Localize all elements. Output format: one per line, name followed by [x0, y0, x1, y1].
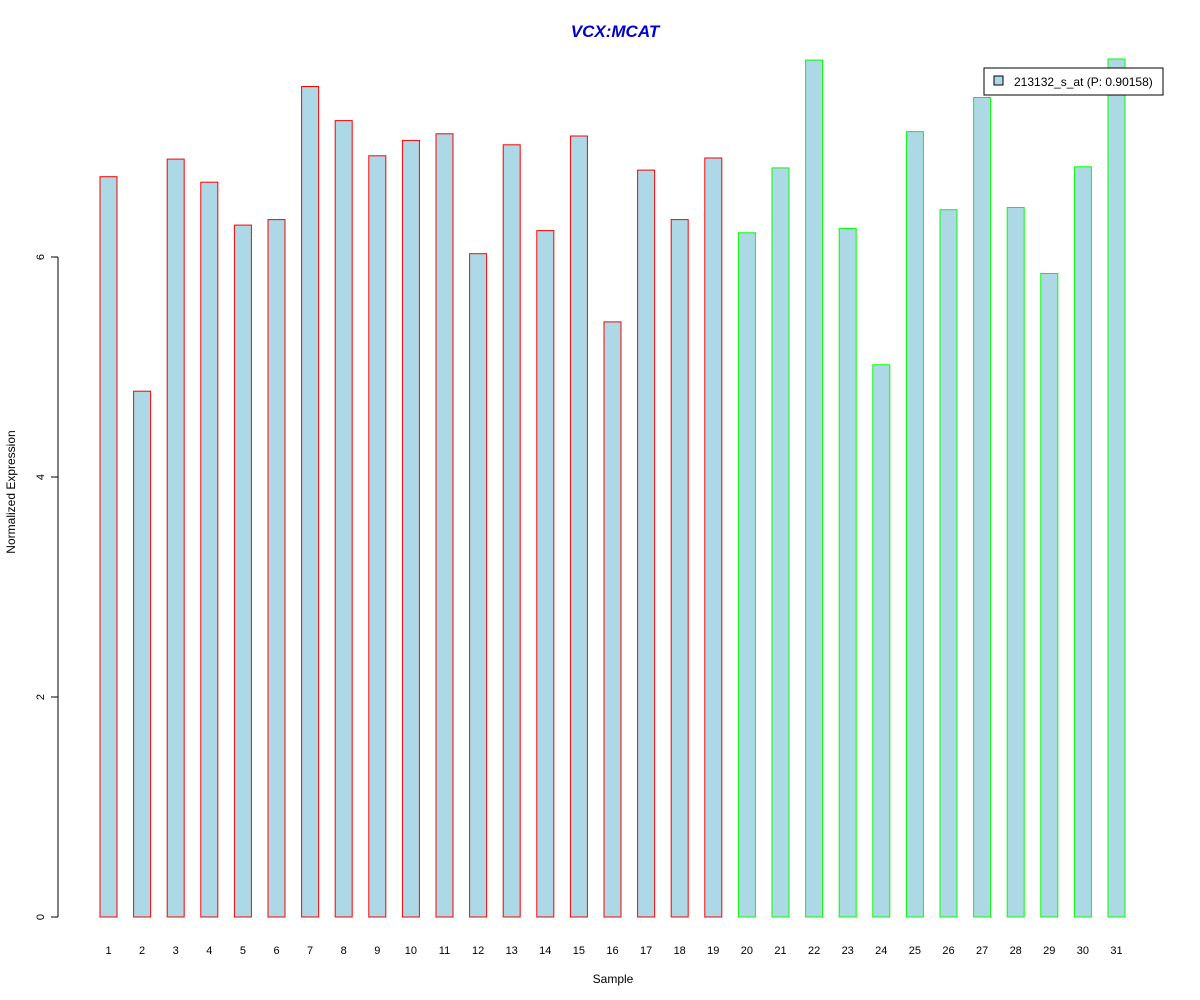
- x-axis-tick-label: 2: [139, 945, 145, 957]
- bar-sample-25: [905, 131, 924, 918]
- x-axis-tick-label: 3: [173, 945, 179, 957]
- x-axis-tick-label: 16: [606, 945, 618, 957]
- bar-sample-29: [1040, 273, 1059, 918]
- y-axis-tick-label: 2: [35, 694, 47, 700]
- bar-sample-15: [569, 135, 588, 918]
- x-axis-tick-labels: 1 2 3 4 5 6 7 8 9 10 11 12 13 14 15 16 17 18 19 20 21 22 23 24 2…: [105, 945, 1122, 957]
- bar-sample-22: [805, 59, 824, 918]
- bar-sample-30: [1073, 166, 1092, 918]
- x-axis-tick-label: 21: [774, 945, 786, 957]
- x-axis-tick-label: 17: [640, 945, 652, 957]
- legend-box: [983, 67, 1164, 96]
- x-axis-tick-label: 12: [472, 945, 484, 957]
- x-axis-tick-label: 8: [341, 945, 347, 957]
- x-axis-tick-label: 19: [707, 945, 719, 957]
- x-axis-tick-label: 20: [741, 945, 753, 957]
- x-axis-tick-label: 25: [909, 945, 921, 957]
- bar-sample-31: [1107, 58, 1126, 918]
- bar-sample-17: [637, 169, 656, 918]
- bar-sample-20: [737, 232, 756, 918]
- y-axis-tick-label: 0: [35, 914, 47, 920]
- bar-sample-5: [233, 224, 252, 918]
- x-axis-tick-label: 29: [1043, 945, 1055, 957]
- bar-sample-21: [771, 167, 790, 918]
- bar-sample-13: [502, 144, 521, 918]
- bar-series: [99, 58, 1126, 918]
- legend-entry-label: 213132_s_at (P: 0.90158): [1014, 75, 1153, 89]
- bar-sample-6: [267, 219, 286, 918]
- bar-sample-4: [200, 181, 219, 918]
- bar-sample-19: [704, 157, 723, 918]
- x-axis-tick-label: 22: [808, 945, 820, 957]
- x-axis-tick-label: 18: [674, 945, 686, 957]
- y-axis-tick-label: 4: [35, 474, 47, 480]
- x-axis-tick-label: 23: [842, 945, 854, 957]
- bar-sample-11: [435, 133, 454, 918]
- x-axis-tick-label: 13: [506, 945, 518, 957]
- x-axis-tick-label: 27: [976, 945, 988, 957]
- x-axis-tick-label: 9: [374, 945, 380, 957]
- bar-sample-28: [1006, 207, 1025, 918]
- chart-title: VCX:MCAT: [571, 22, 661, 41]
- bar-sample-3: [166, 158, 185, 918]
- x-axis-tick-label: 31: [1110, 945, 1122, 957]
- legend-swatch: [993, 75, 1004, 86]
- x-axis-tick-label: 28: [1010, 945, 1022, 957]
- y-axis-tick-label: 6: [35, 254, 47, 260]
- x-axis-tick-label: 5: [240, 945, 246, 957]
- x-axis-tick-label: 10: [405, 945, 417, 957]
- bar-sample-24: [872, 364, 891, 918]
- x-axis-tick-label: 6: [273, 945, 279, 957]
- x-axis-tick-label: 24: [875, 945, 887, 957]
- bar-sample-12: [469, 253, 488, 918]
- bar-sample-9: [368, 155, 387, 918]
- bar-sample-14: [536, 230, 555, 918]
- x-axis-tick-label: 7: [307, 945, 313, 957]
- x-axis-label: Sample: [593, 972, 634, 986]
- x-axis-tick-label: 26: [942, 945, 954, 957]
- bar-sample-18: [670, 219, 689, 918]
- x-axis-tick-label: 15: [573, 945, 585, 957]
- x-axis-tick-label: 1: [105, 945, 111, 957]
- bar-sample-23: [838, 227, 857, 918]
- bar-sample-26: [939, 209, 958, 918]
- x-axis-tick-label: 11: [439, 945, 450, 957]
- x-axis-tick-label: 30: [1077, 945, 1089, 957]
- x-axis-tick-label: 14: [539, 945, 551, 957]
- bar-sample-8: [334, 120, 353, 918]
- bar-sample-16: [603, 321, 622, 918]
- bar-sample-10: [401, 139, 420, 918]
- bar-sample-7: [301, 86, 320, 918]
- bar-sample-2: [133, 390, 152, 918]
- bar-sample-1: [99, 176, 118, 918]
- bar-sample-27: [973, 97, 992, 918]
- legend: 213132_s_at (P: 0.90158): [983, 67, 1164, 96]
- y-axis-label: Normalized Expression: [4, 430, 18, 553]
- x-axis-tick-label: 4: [206, 945, 212, 957]
- y-axis: 0 2 4 6: [35, 254, 59, 920]
